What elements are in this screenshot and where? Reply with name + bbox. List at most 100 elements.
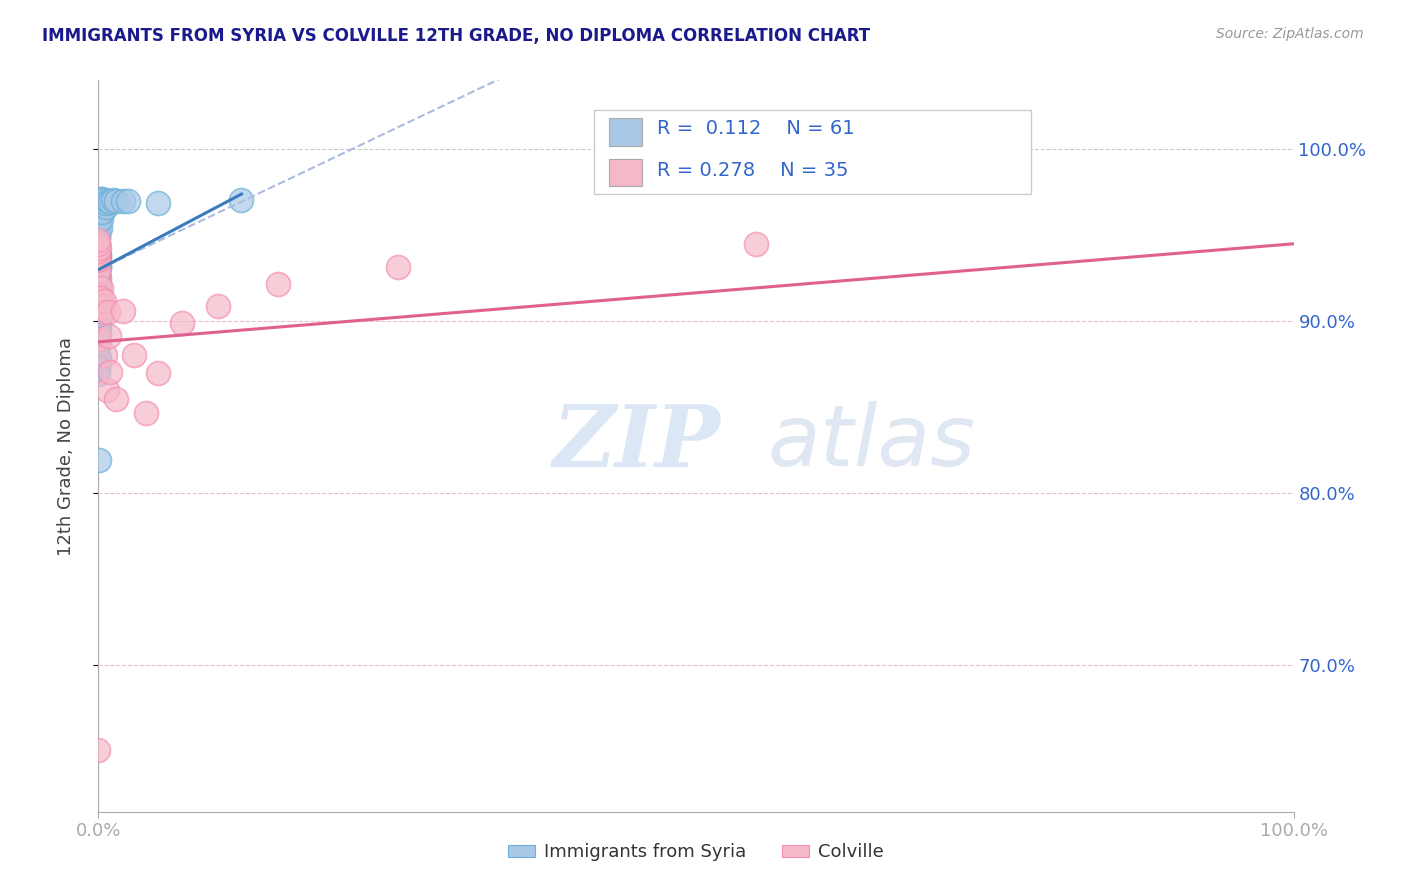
Point [87, 230, 110, 244]
FancyBboxPatch shape [595, 110, 1031, 194]
Point [87, 359, 110, 373]
Point [87, 218, 110, 232]
Point [87, 368, 110, 382]
Point [98, 194, 121, 209]
Point [101, 194, 124, 208]
Point [87, 243, 110, 257]
Point [87, 237, 110, 252]
Point [91, 192, 114, 206]
Point [87, 302, 110, 317]
Point [87, 311, 110, 326]
Y-axis label: 12th Grade, No Diploma: 12th Grade, No Diploma [56, 336, 75, 556]
FancyBboxPatch shape [609, 119, 643, 146]
Point [87, 340, 110, 354]
Point [90, 204, 112, 219]
Point [87, 229, 110, 244]
Point [124, 348, 146, 362]
Point [87, 354, 110, 368]
Point [148, 195, 170, 210]
Point [146, 366, 169, 380]
Point [105, 194, 128, 208]
Point [87, 281, 110, 295]
Point [87, 252, 110, 267]
Point [87, 247, 110, 261]
Point [111, 303, 134, 318]
Text: R =  0.112    N = 61: R = 0.112 N = 61 [657, 119, 855, 138]
Point [97, 194, 120, 208]
Point [94, 200, 117, 214]
Point [87, 283, 110, 297]
Point [87, 314, 110, 328]
Point [87, 299, 110, 313]
Point [98, 366, 121, 380]
Point [87, 294, 110, 309]
Point [87, 289, 110, 303]
Text: ZIP: ZIP [553, 401, 720, 484]
Point [87, 275, 110, 289]
Point [87, 210, 110, 224]
FancyBboxPatch shape [609, 159, 643, 186]
Point [87, 264, 110, 278]
Point [97, 305, 120, 319]
Point [87, 335, 110, 350]
Text: atlas: atlas [768, 401, 976, 483]
Point [87, 322, 110, 336]
Point [87, 351, 110, 365]
Point [135, 406, 157, 420]
Point [117, 194, 139, 209]
Legend: Immigrants from Syria, Colville: Immigrants from Syria, Colville [501, 836, 891, 869]
Point [87, 332, 110, 346]
Point [87, 259, 110, 273]
Point [90, 211, 112, 226]
Point [87, 252, 110, 266]
Point [387, 260, 409, 274]
Point [87, 241, 110, 255]
Point [87, 348, 110, 362]
Point [745, 237, 768, 252]
Point [87, 213, 110, 227]
Point [87, 244, 110, 258]
Point [87, 224, 110, 238]
Point [111, 194, 134, 209]
Point [91, 196, 114, 211]
Point [87, 317, 110, 331]
Point [87, 326, 110, 341]
Point [207, 299, 229, 313]
Point [89, 296, 111, 310]
Point [266, 277, 288, 291]
Point [93, 194, 115, 208]
Point [87, 267, 110, 281]
Point [87, 237, 110, 252]
Point [90, 280, 112, 294]
Point [87, 743, 110, 757]
Point [89, 192, 111, 206]
Point [91, 205, 114, 219]
Text: Source: ZipAtlas.com: Source: ZipAtlas.com [1216, 27, 1364, 41]
Point [91, 299, 114, 313]
Point [87, 290, 110, 304]
Point [91, 305, 114, 319]
Point [96, 384, 118, 398]
Point [87, 268, 110, 282]
Point [89, 221, 111, 235]
Point [89, 202, 111, 217]
Point [87, 332, 110, 346]
Point [90, 291, 112, 305]
Point [87, 271, 110, 285]
Point [90, 194, 112, 208]
Point [96, 196, 118, 211]
Point [87, 361, 110, 376]
Point [87, 298, 110, 312]
Point [87, 253, 110, 268]
Point [231, 194, 253, 208]
Point [87, 202, 110, 216]
Text: IMMIGRANTS FROM SYRIA VS COLVILLE 12TH GRADE, NO DIPLOMA CORRELATION CHART: IMMIGRANTS FROM SYRIA VS COLVILLE 12TH G… [42, 27, 870, 45]
Point [89, 210, 111, 224]
Point [93, 294, 115, 309]
Point [87, 261, 110, 276]
Text: R = 0.278    N = 35: R = 0.278 N = 35 [657, 161, 848, 180]
Point [87, 280, 110, 294]
Point [87, 251, 110, 265]
Point [98, 329, 121, 343]
Point [87, 194, 110, 209]
